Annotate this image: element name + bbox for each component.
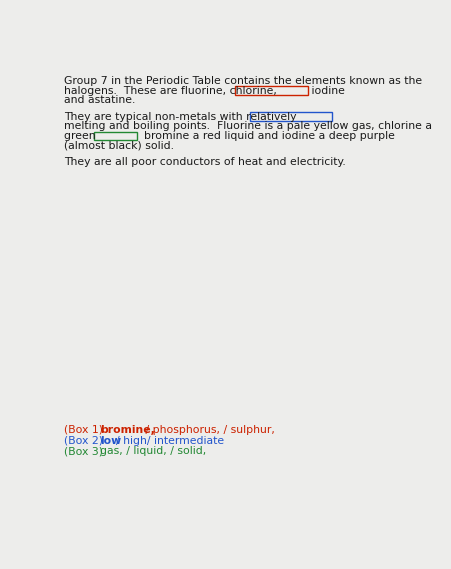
Text: halogens.  These are fluorine, chlorine,: halogens. These are fluorine, chlorine, <box>64 85 284 96</box>
Text: Group 7 in the Periodic Table contains the elements known as the: Group 7 in the Periodic Table contains t… <box>64 76 422 86</box>
Text: (Box 3): (Box 3) <box>64 446 110 456</box>
Text: bromine a red liquid and iodine a deep purple: bromine a red liquid and iodine a deep p… <box>137 131 395 141</box>
Bar <box>250 112 332 121</box>
Text: iodine: iodine <box>308 85 345 96</box>
Text: and astatine.: and astatine. <box>64 95 135 105</box>
Text: low: low <box>100 436 121 446</box>
Text: (Box 2): (Box 2) <box>64 436 110 446</box>
Text: (almost black) solid.: (almost black) solid. <box>64 141 174 150</box>
Text: / high/ intermediate: / high/ intermediate <box>116 436 224 446</box>
Text: melting and boiling points.  Fluorine is a pale yellow gas, chlorine a: melting and boiling points. Fluorine is … <box>64 121 432 131</box>
Text: gas, / liquid, / solid,: gas, / liquid, / solid, <box>100 446 206 456</box>
Text: / phosphorus, / sulphur,: / phosphorus, / sulphur, <box>143 425 275 435</box>
Text: They are all poor conductors of heat and electricity.: They are all poor conductors of heat and… <box>64 157 346 167</box>
Text: bromine,: bromine, <box>100 425 155 435</box>
Bar <box>94 131 137 140</box>
Text: (Box 1): (Box 1) <box>64 425 110 435</box>
Text: They are typical non-metals with relatively: They are typical non-metals with relativ… <box>64 112 304 122</box>
Bar <box>235 86 308 95</box>
Text: green: green <box>64 131 103 141</box>
